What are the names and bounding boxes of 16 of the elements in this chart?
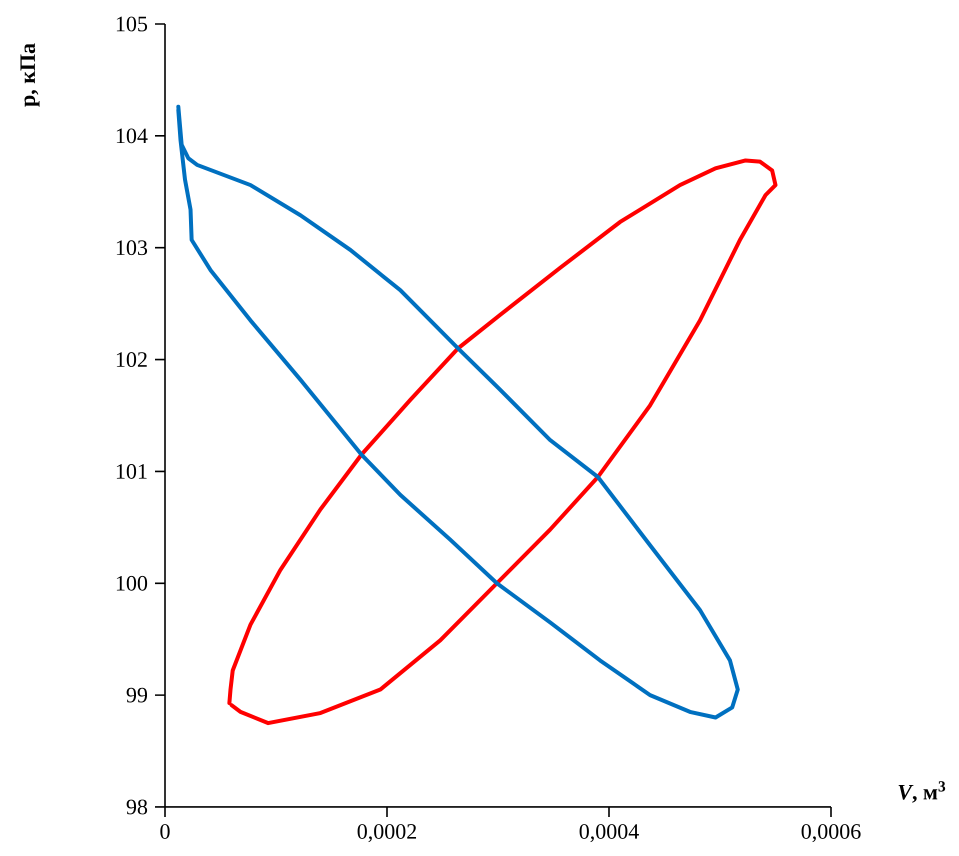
line-series	[227, 158, 778, 726]
y-tick-label: 100	[116, 576, 148, 591]
y-tick-label: 102	[116, 352, 147, 367]
y-tick-label: 105	[116, 16, 148, 32]
line-series	[176, 104, 740, 720]
y-tick-label: 104	[116, 128, 148, 144]
y-tick-label: 98	[126, 800, 148, 814]
y-tick-label: 103	[116, 240, 148, 256]
x-axis-title: V, м$^{3}$	[898, 781, 946, 803]
x-tick-label: 0,0004	[580, 824, 639, 842]
y-axis-title: p, кПа	[20, 43, 40, 107]
x-tick-label: 0,0006	[802, 824, 861, 842]
y-tick-label: 99	[126, 688, 148, 703]
x-tick-label: 0,0002	[358, 824, 416, 842]
y-tick-label: 101	[116, 464, 147, 479]
x-tick-label: 0	[160, 824, 170, 839]
